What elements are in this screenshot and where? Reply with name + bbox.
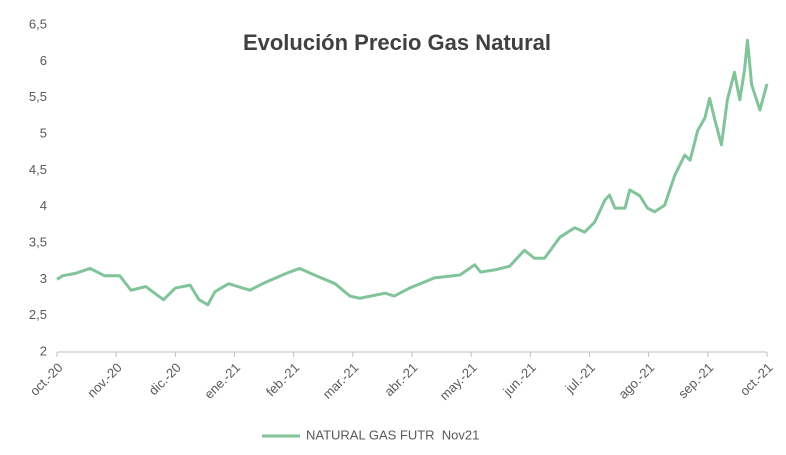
y-tick-label: 2 <box>40 343 47 358</box>
x-tick-label: nov.-20 <box>84 360 125 401</box>
x-tick-label: ene.-21 <box>201 360 243 402</box>
y-tick-label: 6 <box>40 53 47 68</box>
legend-label: NATURAL GAS FUTR Nov21 <box>306 427 479 442</box>
x-tick-label: sep.-21 <box>675 360 716 401</box>
y-tick-label: 4 <box>40 198 47 213</box>
x-tick-label: jun.-21 <box>499 360 538 399</box>
x-tick-label: oct.-20 <box>27 360 66 399</box>
x-tick-label: abr.-21 <box>381 360 420 399</box>
x-tick-label: oct.-21 <box>737 360 776 399</box>
x-tick-label: mar.-21 <box>320 360 362 402</box>
y-tick-label: 3,5 <box>29 234 47 249</box>
x-tick-label: may.-21 <box>437 360 480 403</box>
y-tick-label: 2,5 <box>29 307 47 322</box>
x-tick-label: ago.-21 <box>615 360 657 402</box>
y-tick-label: 5 <box>40 125 47 140</box>
y-tick-label: 6,5 <box>29 16 47 31</box>
x-tick-label: feb.-21 <box>263 360 302 399</box>
series-line <box>56 38 769 307</box>
chart-title: Evolución Precio Gas Natural <box>243 30 551 55</box>
x-tick-label: jul.-21 <box>562 360 598 396</box>
y-tick-label: 4,5 <box>29 162 47 177</box>
y-tick-label: 5,5 <box>29 89 47 104</box>
y-tick-label: 3 <box>40 271 47 286</box>
x-tick-label: dic.-20 <box>146 360 184 398</box>
